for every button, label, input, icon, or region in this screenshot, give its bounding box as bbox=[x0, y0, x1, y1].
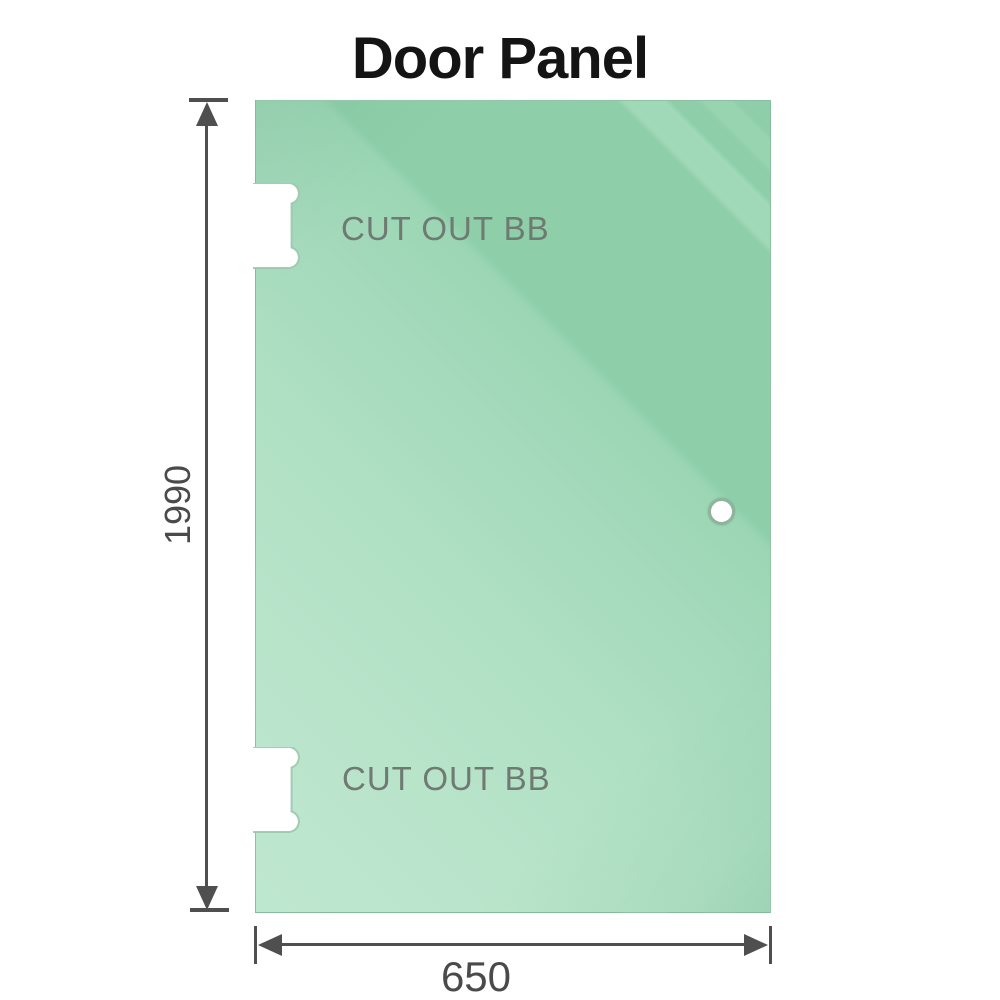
height-dim-top-tick bbox=[189, 98, 228, 102]
cutout-label-bottom: CUT OUT BB bbox=[342, 760, 551, 797]
height-dim-line bbox=[205, 112, 208, 894]
hinge-cutout-top bbox=[250, 183, 300, 269]
handle-hole bbox=[708, 498, 735, 525]
hinge-cutout-bottom-outline bbox=[253, 747, 300, 833]
width-dim-arrow-right-icon bbox=[744, 934, 768, 956]
width-dim-left-tick bbox=[254, 926, 257, 964]
hinge-cutout-top-fill bbox=[250, 183, 299, 269]
glass-panel bbox=[255, 100, 771, 913]
height-dim-label: 1990 bbox=[157, 464, 198, 546]
hinge-cutout-top-outline bbox=[253, 183, 300, 269]
hinge-cutout-bottom-fill bbox=[250, 747, 299, 833]
cutout-label-top: CUT OUT BB bbox=[341, 210, 550, 247]
height-dim-arrow-down-icon bbox=[196, 886, 218, 910]
width-dim-line bbox=[262, 943, 763, 946]
hinge-cutout-bottom bbox=[250, 747, 300, 833]
width-dim-label: 650 bbox=[440, 953, 512, 1000]
width-dim-right-tick bbox=[769, 926, 772, 964]
page-title: Door Panel bbox=[351, 26, 649, 91]
height-dim-bottom-tick bbox=[190, 908, 229, 912]
